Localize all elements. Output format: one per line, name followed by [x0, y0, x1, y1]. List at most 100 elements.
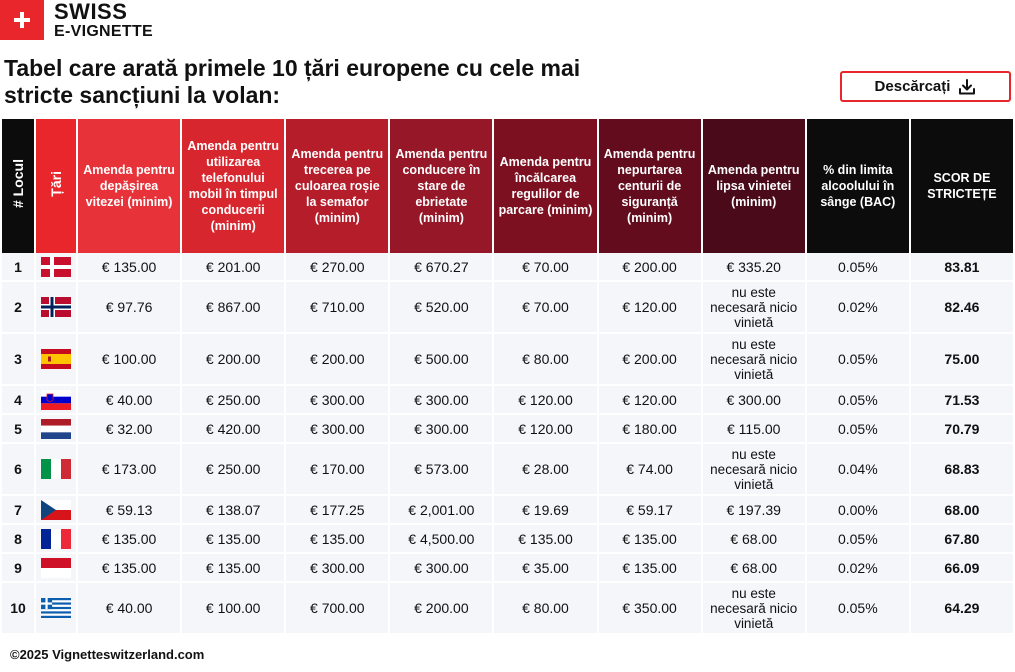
table-row: 5 € 32.00 € 420.00 € 300.00 € 300.00 € 120.00… — [2, 415, 1013, 444]
redlight-cell: € 177.25 — [286, 496, 389, 525]
redlight-cell: € 200.00 — [286, 334, 389, 386]
redlight-cell: € 300.00 — [286, 554, 389, 583]
header-score: SCOR DE STRICTEȚE — [910, 119, 1013, 253]
table-row: 7 € 59.13 € 138.07 € 177.25 € 2,001.00 € 19.6… — [2, 496, 1013, 525]
bac-cell: 0.05% — [806, 583, 909, 635]
bac-cell: 0.05% — [806, 334, 909, 386]
seatbelt-cell: € 120.00 — [598, 386, 701, 415]
country-flag-cell — [36, 253, 76, 282]
rank-cell: 8 — [2, 525, 34, 554]
drunk-cell: € 573.00 — [390, 444, 493, 496]
brand-name: SWISS E-VIGNETTE — [54, 0, 154, 40]
speeding-cell: € 97.76 — [78, 282, 181, 334]
rank-cell: 1 — [2, 253, 34, 282]
country-flag-cell — [36, 525, 76, 554]
rank-cell: 4 — [2, 386, 34, 415]
header-parking: Amenda pentru încălcarea regulilor de pa… — [494, 119, 597, 253]
redlight-cell: € 300.00 — [286, 415, 389, 444]
speeding-cell: € 135.00 — [78, 253, 181, 282]
drunk-cell: € 2,001.00 — [390, 496, 493, 525]
redlight-cell: € 700.00 — [286, 583, 389, 635]
redlight-cell: € 135.00 — [286, 525, 389, 554]
parking-cell: € 120.00 — [494, 386, 597, 415]
seatbelt-cell: € 135.00 — [598, 554, 701, 583]
country-flag-cell — [36, 444, 76, 496]
phone-cell: € 250.00 — [182, 444, 285, 496]
monaco-flag-icon — [41, 557, 71, 578]
czechia-flag-icon — [41, 499, 71, 520]
bac-cell: 0.05% — [806, 253, 909, 282]
header-speeding: Amenda pentru depășirea vitezei (minim) — [78, 119, 181, 253]
vignette-cell: € 197.39 — [702, 496, 805, 525]
score-cell: 64.29 — [910, 583, 1013, 635]
country-flag-cell — [36, 282, 76, 334]
swiss-flag-icon — [0, 0, 44, 40]
header-seatbelt: Amenda pentru nepurtarea centurii de sig… — [598, 119, 701, 253]
table-row: 6 € 173.00 € 250.00 € 170.00 € 573.00 € 28.00… — [2, 444, 1013, 496]
phone-cell: € 867.00 — [182, 282, 285, 334]
drunk-cell: € 300.00 — [390, 415, 493, 444]
bac-cell: 0.05% — [806, 525, 909, 554]
penalties-table: # Locul Țări Amenda pentru depășirea vit… — [0, 119, 1015, 635]
table-row: 1 € 135.00 € 201.00 € 270.00 € 670.27 € 70.00… — [2, 253, 1013, 282]
denmark-flag-icon — [41, 256, 71, 277]
header-country: Țări — [36, 119, 76, 253]
country-flag-cell — [36, 583, 76, 635]
score-cell: 66.09 — [910, 554, 1013, 583]
drunk-cell: € 300.00 — [390, 554, 493, 583]
phone-cell: € 135.00 — [182, 525, 285, 554]
score-cell: 83.81 — [910, 253, 1013, 282]
vignette-cell: € 115.00 — [702, 415, 805, 444]
greece-flag-icon — [41, 598, 71, 618]
country-flag-cell — [36, 496, 76, 525]
speeding-cell: € 32.00 — [78, 415, 181, 444]
phone-cell: € 201.00 — [182, 253, 285, 282]
speeding-cell: € 40.00 — [78, 583, 181, 635]
brand-line2: E-VIGNETTE — [54, 22, 154, 40]
phone-cell: € 138.07 — [182, 496, 285, 525]
parking-cell: € 135.00 — [494, 525, 597, 554]
header-redlight: Amenda pentru trecerea pe culoarea roșie… — [286, 119, 389, 253]
seatbelt-cell: € 200.00 — [598, 334, 701, 386]
score-cell: 82.46 — [910, 282, 1013, 334]
parking-cell: € 70.00 — [494, 253, 597, 282]
redlight-cell: € 710.00 — [286, 282, 389, 334]
bac-cell: 0.02% — [806, 282, 909, 334]
score-cell: 67.80 — [910, 525, 1013, 554]
brand-logo: SWISS E-VIGNETTE — [0, 0, 153, 40]
drunk-cell: € 500.00 — [390, 334, 493, 386]
table-row: 2 € 97.76 € 867.00 € 710.00 € 520.00 € 70.00 €… — [2, 282, 1013, 334]
country-flag-cell — [36, 334, 76, 386]
table-header-row: # Locul Țări Amenda pentru depășirea vit… — [2, 119, 1013, 253]
download-label: Descărcați — [874, 78, 951, 95]
speeding-cell: € 59.13 — [78, 496, 181, 525]
country-flag-cell — [36, 386, 76, 415]
header-phone: Amenda pentru utilizarea telefonului mob… — [182, 119, 285, 253]
seatbelt-cell: € 200.00 — [598, 253, 701, 282]
speeding-cell: € 173.00 — [78, 444, 181, 496]
download-icon — [959, 78, 976, 94]
rank-cell: 3 — [2, 334, 34, 386]
seatbelt-cell: € 180.00 — [598, 415, 701, 444]
speeding-cell: € 40.00 — [78, 386, 181, 415]
speeding-cell: € 135.00 — [78, 525, 181, 554]
seatbelt-cell: € 59.17 — [598, 496, 701, 525]
header-rank: # Locul — [2, 119, 34, 253]
speeding-cell: € 135.00 — [78, 554, 181, 583]
vignette-cell: € 300.00 — [702, 386, 805, 415]
download-button[interactable]: Descărcați — [840, 71, 1011, 102]
header-bac: % din limita alcoolului în sânge (BAC) — [806, 119, 909, 253]
phone-cell: € 135.00 — [182, 554, 285, 583]
drunk-cell: € 520.00 — [390, 282, 493, 334]
vignette-cell: nu este necesară nicio vinietă — [702, 583, 805, 635]
seatbelt-cell: € 120.00 — [598, 282, 701, 334]
country-flag-cell — [36, 415, 76, 444]
slovenia-flag-icon — [41, 389, 71, 410]
brand-line1: SWISS — [54, 0, 128, 24]
phone-cell: € 420.00 — [182, 415, 285, 444]
score-cell: 71.53 — [910, 386, 1013, 415]
drunk-cell: € 300.00 — [390, 386, 493, 415]
vignette-cell: nu este necesară nicio vinietă — [702, 282, 805, 334]
redlight-cell: € 270.00 — [286, 253, 389, 282]
italy-flag-icon — [41, 459, 71, 479]
